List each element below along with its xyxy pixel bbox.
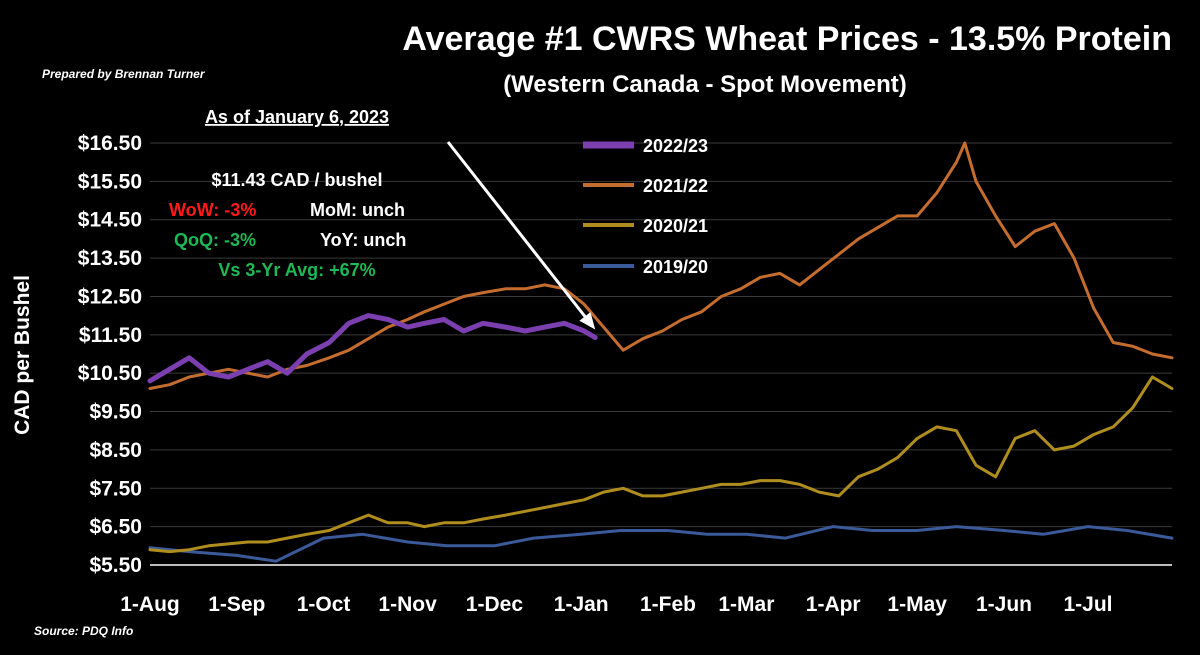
y-tick-label: $7.50 (89, 477, 142, 500)
x-tick-label: 1-Feb (640, 593, 696, 616)
arrow-head (579, 312, 596, 330)
y-tick-label: $12.50 (78, 285, 142, 308)
y-tick-label: $11.50 (79, 324, 142, 347)
y-tick-label: $10.50 (78, 362, 142, 385)
x-tick-label: 1-Mar (718, 593, 774, 616)
legend-label: 2021/22 (643, 176, 708, 196)
x-axis-ticks: 1-Aug 1-Sep 1-Oct 1-Nov 1-Dec 1-Jan 1-Feb 1-Mar… (120, 593, 1112, 616)
grid-lines (150, 142, 1172, 566)
annotation-vs3yr: Vs 3-Yr Avg: +67% (218, 260, 375, 280)
y-tick-label: $13.50 (78, 247, 142, 270)
x-tick-label: 1-Sep (208, 593, 265, 616)
x-tick-label: 1-Apr (806, 593, 861, 616)
legend-label: 2020/21 (643, 216, 708, 236)
x-tick-label: 1-Jul (1063, 593, 1112, 616)
y-axis-label: CAD per Bushel (11, 275, 34, 435)
source-text: Source: PDQ Info (34, 624, 133, 638)
annotation-box: As of January 6, 2023 $11.43 CAD / bushe… (169, 107, 406, 280)
series-line-2020-21 (148, 375, 1174, 554)
annotation-yoy: YoY: unch (320, 230, 406, 250)
annotation-qoq: QoQ: -3% (174, 230, 256, 250)
series-layer (147, 141, 1174, 563)
annotation-wow: WoW: -3% (169, 200, 256, 220)
series-line-2022-23 (147, 313, 598, 384)
y-tick-label: $5.50 (89, 554, 142, 577)
series-line-2019-20 (148, 525, 1174, 563)
x-tick-label: 1-May (887, 593, 947, 616)
annotation-price: $11.43 CAD / bushel (211, 170, 382, 190)
arrow-shaft (446, 141, 588, 320)
annotation-heading: As of January 6, 2023 (205, 107, 389, 127)
annotation-mom: MoM: unch (310, 200, 405, 220)
y-tick-label: $15.50 (78, 170, 142, 193)
x-tick-label: 1-Oct (297, 593, 351, 616)
legend-label: 2019/20 (643, 257, 708, 277)
y-tick-label: $14.50 (78, 209, 142, 232)
x-tick-label: 1-Jan (554, 593, 609, 616)
legend-label: 2022/23 (643, 136, 708, 156)
x-tick-label: 1-Dec (466, 593, 524, 616)
credit-text: Prepared by Brennan Turner (42, 67, 206, 81)
x-tick-label: 1-Jun (976, 593, 1032, 616)
y-tick-label: $16.50 (78, 132, 142, 155)
chart-title: Average #1 CWRS Wheat Prices - 13.5% Pro… (402, 20, 1172, 58)
legend: 2022/23 2021/22 2020/21 2019/20 (583, 136, 708, 277)
y-tick-label: $9.50 (89, 401, 142, 424)
y-tick-label: $8.50 (89, 439, 142, 462)
chart-subtitle: (Western Canada - Spot Movement) (503, 71, 907, 98)
series-line-2021-22 (148, 141, 1174, 390)
y-axis-ticks: $5.50 $6.50 $7.50 $8.50 $9.50 $10.50 $11.50 $12… (78, 132, 142, 577)
annotation-arrow (446, 141, 596, 330)
x-tick-label: 1-Nov (378, 593, 437, 616)
x-tick-label: 1-Aug (120, 593, 180, 616)
y-tick-label: $6.50 (89, 516, 142, 539)
